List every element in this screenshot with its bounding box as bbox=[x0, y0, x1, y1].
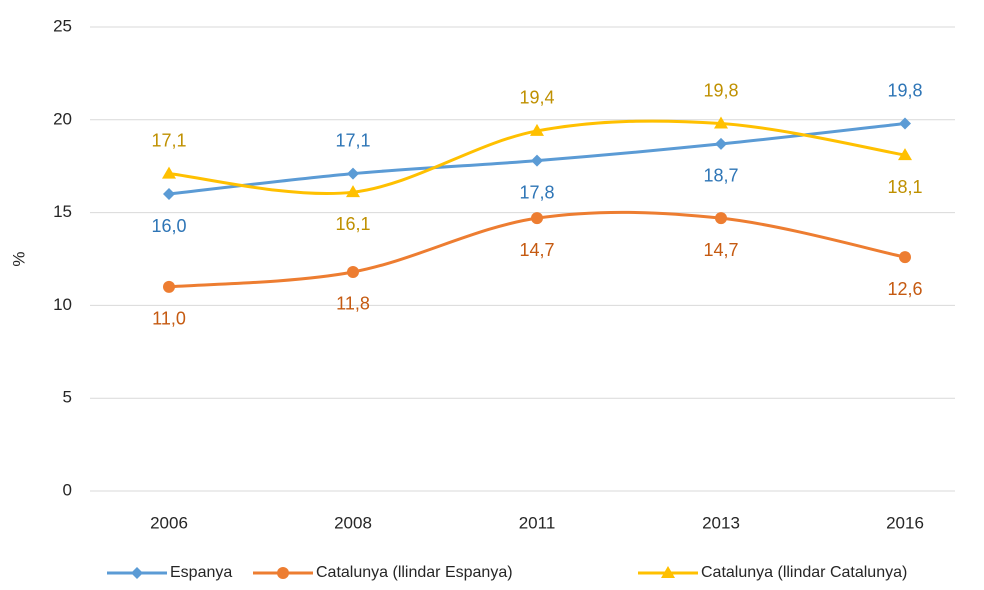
y-tick-label: 10 bbox=[53, 295, 72, 314]
x-tick-label: 2011 bbox=[519, 513, 556, 532]
data-label: 16,0 bbox=[151, 216, 186, 236]
marker bbox=[163, 280, 175, 293]
x-tick-label: 2008 bbox=[334, 513, 372, 532]
marker bbox=[715, 137, 727, 150]
marker bbox=[531, 154, 543, 167]
marker bbox=[899, 251, 911, 264]
y-tick-label: 5 bbox=[63, 388, 72, 407]
data-label: 18,7 bbox=[703, 166, 738, 186]
marker bbox=[162, 166, 176, 179]
y-tick-label: 25 bbox=[53, 16, 72, 35]
data-label: 17,1 bbox=[151, 130, 186, 150]
marker bbox=[530, 123, 544, 136]
data-label: 17,1 bbox=[335, 130, 370, 150]
data-label: 11,8 bbox=[336, 294, 370, 314]
data-label: 16,1 bbox=[335, 214, 370, 234]
data-label: 11,0 bbox=[152, 309, 186, 329]
data-label: 19,8 bbox=[703, 80, 738, 100]
marker bbox=[347, 167, 359, 180]
legend-marker bbox=[661, 566, 675, 578]
marker bbox=[346, 185, 360, 198]
x-tick-label: 2006 bbox=[150, 513, 188, 532]
marker bbox=[163, 188, 175, 201]
y-tick-label: 15 bbox=[53, 202, 72, 221]
data-label: 14,7 bbox=[703, 240, 738, 260]
data-label: 12,6 bbox=[887, 279, 922, 299]
y-axis-label: % bbox=[9, 251, 28, 266]
data-label: 18,1 bbox=[887, 177, 922, 197]
marker bbox=[347, 265, 359, 278]
legend-label: Catalunya (llindar Catalunya) bbox=[701, 564, 907, 581]
marker bbox=[899, 117, 911, 130]
x-tick-label: 2013 bbox=[702, 513, 740, 532]
marker bbox=[714, 116, 728, 129]
legend-marker bbox=[277, 567, 289, 579]
legend-marker bbox=[131, 567, 143, 579]
marker bbox=[531, 212, 543, 225]
x-tick-label: 2016 bbox=[886, 513, 924, 532]
y-tick-label: 0 bbox=[63, 480, 72, 499]
data-label: 19,4 bbox=[519, 88, 554, 108]
marker bbox=[898, 148, 912, 161]
legend-label: Espanya bbox=[170, 564, 232, 581]
data-label: 19,8 bbox=[887, 80, 922, 100]
marker bbox=[715, 212, 727, 225]
legend-label: Catalunya (llindar Espanya) bbox=[316, 564, 513, 581]
data-label: 17,8 bbox=[519, 182, 554, 202]
data-label: 14,7 bbox=[519, 240, 554, 260]
y-tick-label: 20 bbox=[53, 109, 72, 128]
